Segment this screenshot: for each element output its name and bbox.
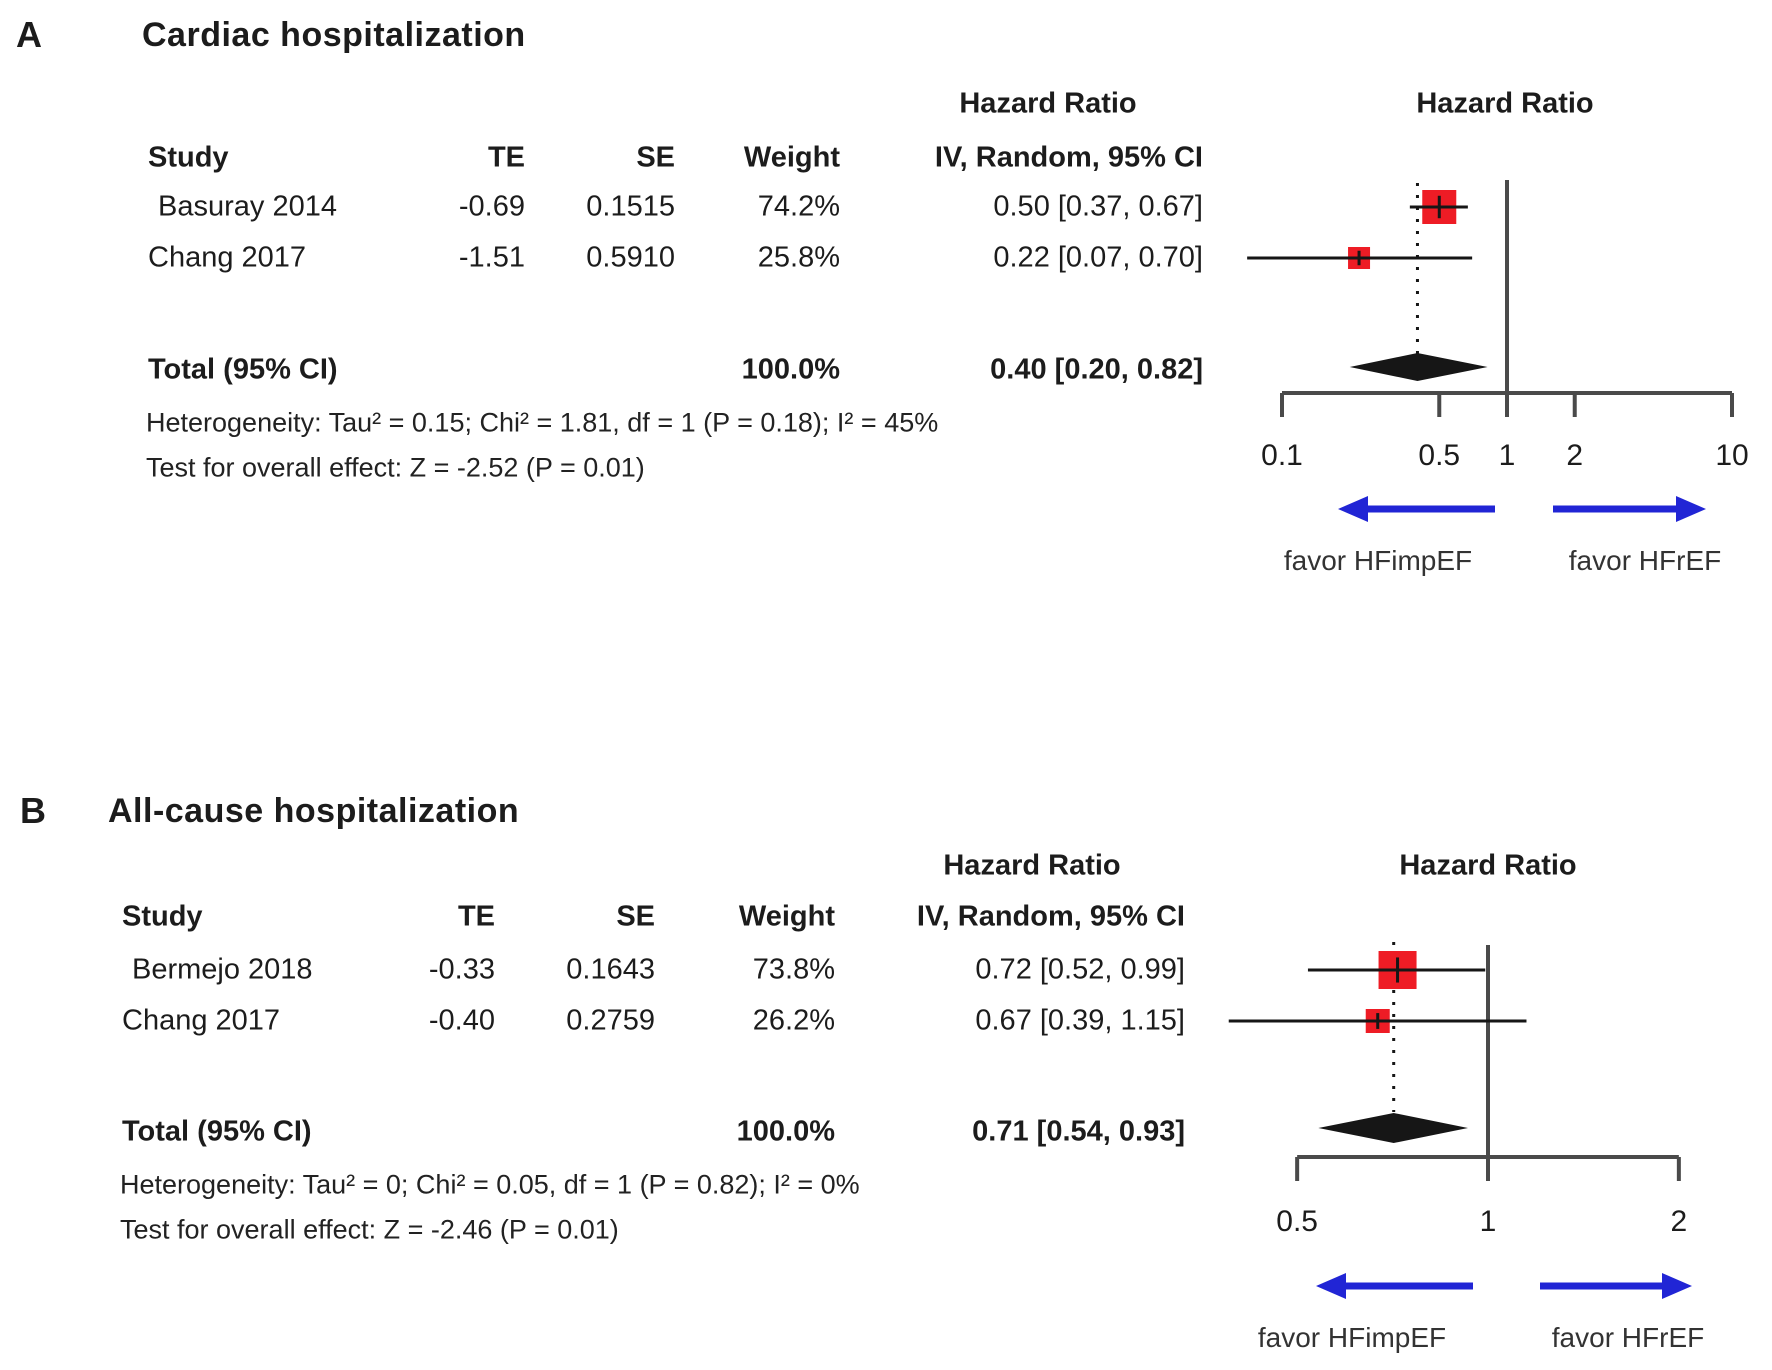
overall-effect-test: Test for overall effect: Z = -2.52 (P = … <box>146 452 645 483</box>
weight-value: 73.8% <box>752 953 835 986</box>
hazard-ratio-header-text-column: Hazard Ratio <box>943 849 1121 882</box>
total-ci-value: 0.71 [0.54, 0.93] <box>972 1115 1185 1148</box>
axis-tick-label: 1 <box>1479 1205 1497 1238</box>
se-value: 0.2759 <box>566 1004 655 1037</box>
total-label: Total (95% CI) <box>122 1115 312 1148</box>
ci-value: 0.67 [0.39, 1.15] <box>975 1004 1185 1037</box>
hazard-ratio-header-text-column: Hazard Ratio <box>959 87 1137 120</box>
study-name: Bermejo 2018 <box>132 953 313 986</box>
favor-right-label: favor HFrEF <box>1568 545 1722 576</box>
favor-right-arrowhead <box>1676 496 1706 522</box>
weight-value: 26.2% <box>752 1004 835 1037</box>
favor-left-label: favor HFimpEF <box>1283 545 1473 576</box>
axis-tick-label: 2 <box>1670 1205 1688 1238</box>
pooled-diamond <box>1318 1113 1469 1143</box>
favor-right-arrowhead <box>1662 1273 1692 1299</box>
weight-value: 74.2% <box>757 190 840 223</box>
study-name: Basuray 2014 <box>158 190 337 223</box>
total-ci-value: 0.40 [0.20, 0.82] <box>990 353 1203 386</box>
axis-tick-label: 2 <box>1566 439 1584 472</box>
favor-right-label: favor HFrEF <box>1551 1322 1705 1353</box>
ci-value: 0.22 [0.07, 0.70] <box>993 241 1203 274</box>
panel-letter: A <box>16 14 42 55</box>
column-header-weight: Weight <box>738 900 835 933</box>
panel-letter: B <box>20 790 46 831</box>
se-value: 0.5910 <box>586 241 675 274</box>
axis-tick-label: 0.5 <box>1418 439 1461 472</box>
column-header-te: TE <box>457 900 495 933</box>
ci-value: 0.50 [0.37, 0.67] <box>993 190 1203 223</box>
favor-left-label: favor HFimpEF <box>1257 1322 1447 1353</box>
total-weight: 100.0% <box>736 1115 835 1148</box>
axis-tick-label: 10 <box>1715 439 1749 472</box>
te-value: -0.69 <box>458 190 525 223</box>
favor-left-arrowhead <box>1338 496 1368 522</box>
total-weight: 100.0% <box>741 353 840 386</box>
se-value: 0.1515 <box>586 190 675 223</box>
column-header-study: Study <box>122 900 203 933</box>
heterogeneity-stats: Heterogeneity: Tau² = 0.15; Chi² = 1.81,… <box>146 407 939 438</box>
total-label: Total (95% CI) <box>148 353 338 386</box>
study-name: Chang 2017 <box>148 241 307 274</box>
te-value: -0.40 <box>428 1004 495 1037</box>
pooled-diamond <box>1349 353 1488 381</box>
te-value: -0.33 <box>428 953 495 986</box>
hazard-ratio-header-plot-column: Hazard Ratio <box>1416 87 1594 120</box>
column-header-weight: Weight <box>743 141 840 174</box>
column-header-se: SE <box>616 900 655 933</box>
panel-title: Cardiac hospitalization <box>142 16 526 54</box>
axis-tick-label: 1 <box>1498 439 1516 472</box>
column-header-se: SE <box>636 141 675 174</box>
overall-effect-test: Test for overall effect: Z = -2.46 (P = … <box>120 1214 619 1245</box>
heterogeneity-stats: Heterogeneity: Tau² = 0; Chi² = 0.05, df… <box>120 1169 860 1200</box>
panel-title: All-cause hospitalization <box>108 792 520 830</box>
axis-tick-label: 0.1 <box>1261 439 1303 472</box>
se-value: 0.1643 <box>566 953 655 986</box>
favor-left-arrowhead <box>1316 1273 1346 1299</box>
column-header-ci: IV, Random, 95% CI <box>916 900 1185 933</box>
te-value: -1.51 <box>458 241 525 274</box>
hazard-ratio-header-plot-column: Hazard Ratio <box>1399 849 1577 882</box>
axis-tick-label: 0.5 <box>1276 1205 1318 1238</box>
ci-value: 0.72 [0.52, 0.99] <box>975 953 1185 986</box>
column-header-study: Study <box>148 141 229 174</box>
column-header-ci: IV, Random, 95% CI <box>934 141 1203 174</box>
weight-value: 25.8% <box>757 241 840 274</box>
column-header-te: TE <box>487 141 525 174</box>
study-name: Chang 2017 <box>122 1004 281 1037</box>
